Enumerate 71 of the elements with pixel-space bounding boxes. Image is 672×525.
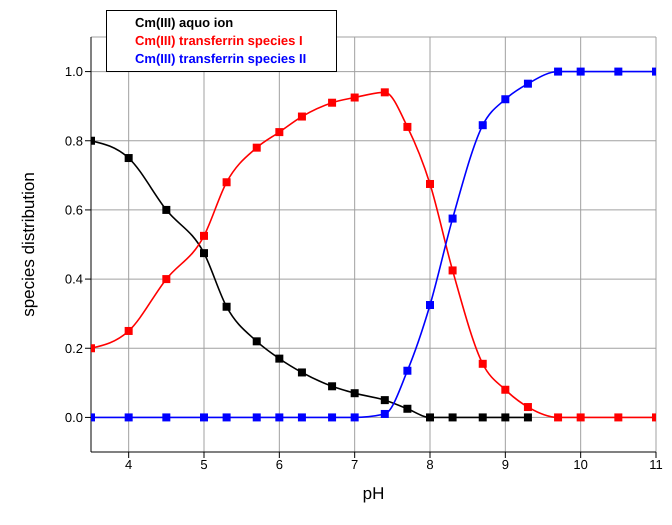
point <box>222 302 231 311</box>
point <box>380 88 389 96</box>
point <box>554 413 562 422</box>
point <box>524 80 532 88</box>
x-tick-label: 6 <box>276 457 283 472</box>
point <box>222 413 231 422</box>
point <box>275 413 284 422</box>
x-tick-label: 9 <box>502 457 509 472</box>
point <box>252 413 261 422</box>
point <box>350 389 359 398</box>
point <box>200 232 208 240</box>
point <box>222 178 231 186</box>
point <box>328 98 336 107</box>
x-tick-label: 5 <box>200 457 208 472</box>
point <box>501 413 510 422</box>
point <box>426 180 434 188</box>
x-tick-label: 8 <box>426 457 434 472</box>
point <box>298 368 306 376</box>
point <box>350 94 359 102</box>
x-tick-label: 7 <box>351 457 358 472</box>
point <box>200 249 208 258</box>
point <box>501 95 510 104</box>
point <box>200 413 208 422</box>
point <box>554 68 562 76</box>
point <box>478 360 487 368</box>
point <box>275 128 284 136</box>
x-axis-title: pH <box>362 484 384 503</box>
point <box>524 413 532 422</box>
y-tick-label: 0.2 <box>64 340 83 356</box>
point <box>162 275 170 284</box>
point <box>124 326 133 335</box>
point <box>576 413 585 422</box>
point <box>328 382 336 390</box>
point <box>448 266 457 274</box>
point <box>350 413 359 422</box>
point <box>124 154 133 162</box>
point <box>162 413 170 422</box>
point <box>501 386 510 394</box>
y-axis-title: species distribution <box>19 172 38 317</box>
point <box>252 337 261 346</box>
point <box>298 112 306 121</box>
point <box>403 122 412 131</box>
point <box>328 413 336 422</box>
point <box>380 396 389 404</box>
legend: Cm(III) aquo ion Cm(III) transferrin species I Cm(III) transferrin species II <box>106 10 338 72</box>
point <box>403 366 412 375</box>
point <box>298 413 306 422</box>
point <box>478 413 487 422</box>
y-tick-label: 0.8 <box>64 133 83 148</box>
point <box>403 404 412 413</box>
point <box>576 68 585 76</box>
y-tick-label: 0.4 <box>64 272 83 287</box>
point <box>252 144 261 152</box>
point <box>426 413 434 422</box>
y-tick-label: 0.6 <box>64 202 83 218</box>
y-tick-label: 1.0 <box>64 64 83 80</box>
point <box>478 121 487 130</box>
point <box>162 206 170 214</box>
x-tick-label: 4 <box>125 457 132 472</box>
x-tick-label: 11 <box>649 457 663 472</box>
point <box>448 413 457 422</box>
x-tick-label: 10 <box>573 457 588 472</box>
point <box>380 410 389 418</box>
point <box>275 354 284 363</box>
point <box>614 68 622 76</box>
point <box>124 413 133 422</box>
point <box>448 214 457 223</box>
point <box>524 403 532 412</box>
point <box>614 413 622 422</box>
y-tick-label: 0.0 <box>64 410 83 426</box>
point <box>426 301 434 310</box>
